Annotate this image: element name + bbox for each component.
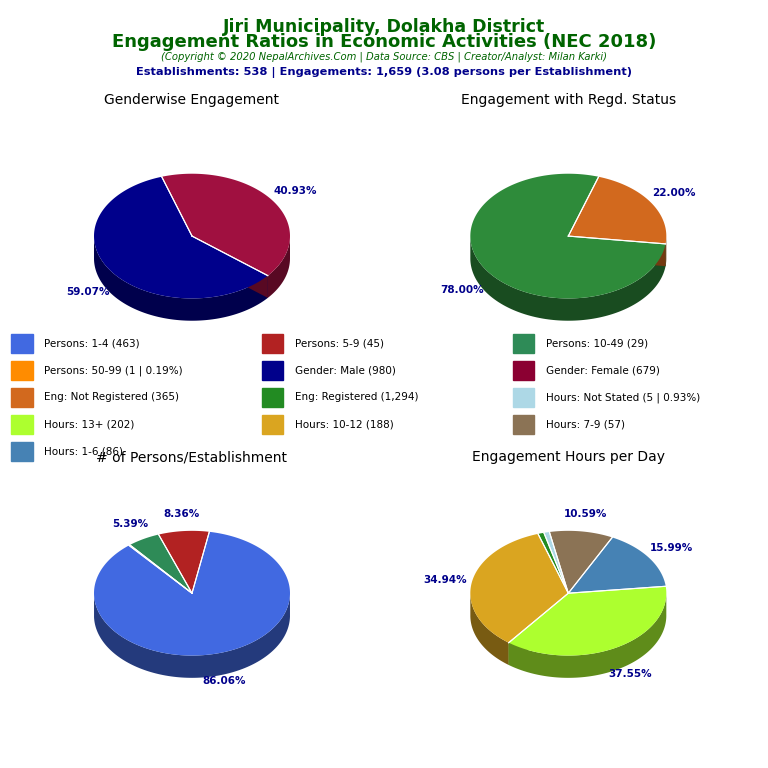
Polygon shape: [94, 237, 268, 321]
Polygon shape: [130, 535, 192, 593]
Polygon shape: [94, 531, 290, 656]
Text: Engagement with Regd. Status: Engagement with Regd. Status: [461, 93, 676, 107]
Polygon shape: [470, 534, 568, 643]
Polygon shape: [568, 236, 666, 266]
Bar: [263, 334, 283, 353]
Text: Hours: Not Stated (5 | 0.93%): Hours: Not Stated (5 | 0.93%): [545, 392, 700, 402]
Text: Gender: Female (679): Gender: Female (679): [545, 366, 660, 376]
Bar: [513, 388, 535, 407]
Text: Hours: 10-12 (188): Hours: 10-12 (188): [295, 419, 393, 429]
Polygon shape: [666, 236, 667, 266]
Text: 40.93%: 40.93%: [274, 186, 317, 196]
Polygon shape: [268, 237, 290, 298]
Polygon shape: [159, 531, 210, 593]
Text: 8.36%: 8.36%: [164, 508, 200, 518]
Text: 10.59%: 10.59%: [564, 509, 607, 519]
Polygon shape: [568, 177, 667, 244]
Text: Persons: 50-99 (1 | 0.19%): Persons: 50-99 (1 | 0.19%): [44, 366, 183, 376]
Polygon shape: [568, 236, 666, 266]
Polygon shape: [192, 236, 268, 298]
Text: Jiri Municipality, Dolakha District: Jiri Municipality, Dolakha District: [223, 18, 545, 35]
Bar: [513, 415, 535, 434]
Polygon shape: [162, 174, 290, 276]
Polygon shape: [508, 593, 568, 665]
Text: Engagement Hours per Day: Engagement Hours per Day: [472, 450, 665, 464]
Text: 37.55%: 37.55%: [608, 669, 652, 679]
Bar: [513, 334, 535, 353]
Polygon shape: [568, 538, 666, 593]
Polygon shape: [544, 532, 568, 593]
Bar: [263, 415, 283, 434]
Text: 22.00%: 22.00%: [653, 188, 696, 198]
Text: 34.94%: 34.94%: [423, 574, 466, 584]
Polygon shape: [129, 545, 192, 593]
Bar: [12, 388, 32, 407]
Polygon shape: [470, 237, 666, 321]
Bar: [513, 361, 535, 380]
Polygon shape: [508, 594, 667, 678]
Polygon shape: [538, 533, 568, 593]
Polygon shape: [192, 236, 268, 298]
Text: Gender: Male (980): Gender: Male (980): [295, 366, 396, 376]
Text: Persons: 1-4 (463): Persons: 1-4 (463): [44, 339, 140, 349]
Text: Eng: Registered (1,294): Eng: Registered (1,294): [295, 392, 419, 402]
Text: Persons: 5-9 (45): Persons: 5-9 (45): [295, 339, 384, 349]
Text: Persons: 10-49 (29): Persons: 10-49 (29): [545, 339, 647, 349]
Polygon shape: [94, 594, 290, 678]
Text: (Copyright © 2020 NepalArchives.Com | Data Source: CBS | Creator/Analyst: Milan : (Copyright © 2020 NepalArchives.Com | Da…: [161, 51, 607, 62]
Polygon shape: [508, 593, 568, 665]
Text: Hours: 7-9 (57): Hours: 7-9 (57): [545, 419, 624, 429]
Polygon shape: [549, 531, 612, 593]
Bar: [263, 361, 283, 380]
Text: # of Persons/Establishment: # of Persons/Establishment: [97, 450, 287, 464]
Text: Genderwise Engagement: Genderwise Engagement: [104, 93, 280, 107]
Bar: [12, 415, 32, 434]
Text: Establishments: 538 | Engagements: 1,659 (3.08 persons per Establishment): Establishments: 538 | Engagements: 1,659…: [136, 67, 632, 78]
Text: 59.07%: 59.07%: [67, 287, 110, 297]
Text: Hours: 1-6 (86): Hours: 1-6 (86): [44, 446, 123, 456]
Polygon shape: [470, 174, 666, 299]
Text: Eng: Not Registered (365): Eng: Not Registered (365): [44, 392, 179, 402]
Text: Engagement Ratios in Economic Activities (NEC 2018): Engagement Ratios in Economic Activities…: [112, 33, 656, 51]
Polygon shape: [470, 594, 508, 665]
Bar: [263, 388, 283, 407]
Polygon shape: [94, 177, 268, 299]
Text: 86.06%: 86.06%: [203, 677, 246, 687]
Text: 5.39%: 5.39%: [112, 519, 148, 529]
Bar: [12, 334, 32, 353]
Polygon shape: [508, 586, 667, 656]
Text: Hours: 13+ (202): Hours: 13+ (202): [44, 419, 134, 429]
Text: 15.99%: 15.99%: [650, 542, 693, 552]
Text: 78.00%: 78.00%: [441, 285, 484, 295]
Bar: [12, 442, 32, 461]
Bar: [12, 361, 32, 380]
